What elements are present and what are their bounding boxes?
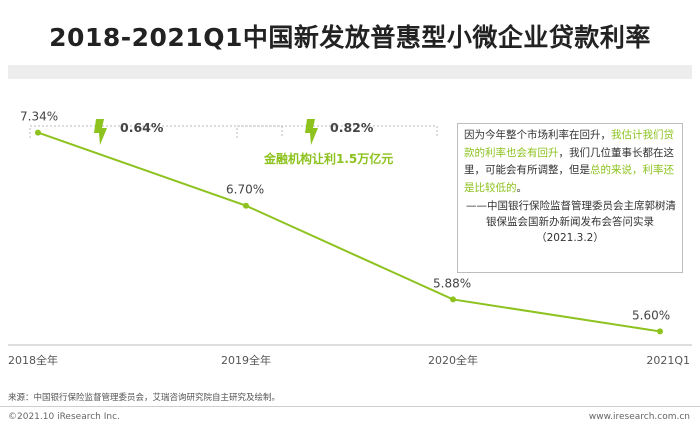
quote-attribution: ——中国银行保险监督管理委员会主席郭树清 (466, 200, 676, 212)
x-tick-label: 2021Q1 (646, 354, 690, 367)
down-arrow-icon (94, 119, 107, 145)
series-line (37, 131, 661, 333)
footer-divider (0, 406, 700, 407)
data-point (35, 129, 41, 136)
quote-highlight: 总的来说，利率还是比较低的 (464, 164, 674, 194)
quote-attribution: 银保监会国新办新闻发布会答问实录（2021.3.2） (486, 216, 654, 244)
website-link[interactable]: www.iresearch.com.cn (588, 412, 690, 422)
quote-text: ，我们几位董事长都在这里，可能会有所调整，但是 (464, 146, 674, 177)
quote-text: 。 (516, 181, 528, 194)
delta-bracket-2 (236, 125, 438, 138)
data-label: 6.70% (226, 183, 264, 197)
title-underline-bar (8, 65, 692, 79)
delta-label-1: 0.64% (120, 120, 164, 135)
data-point (450, 296, 456, 303)
data-point (657, 328, 663, 335)
data-label: 7.34% (20, 110, 58, 124)
delta-label-2: 0.82% (330, 120, 374, 135)
copyright: ©2021.10 iResearch Inc. (8, 412, 120, 422)
x-tick-label: 2020全年 (428, 353, 478, 367)
quote-highlight: 我估计我们贷款的利率也会有回升 (464, 129, 674, 159)
delta-bracket-1 (29, 125, 283, 138)
data-point (243, 202, 249, 209)
data-label: 5.60% (632, 308, 670, 322)
down-arrow-icon (305, 119, 318, 145)
quote-text: 因为今年整个市场利率在回升， (464, 129, 611, 141)
subsidy-note: 金融机构让利1.5万亿元 (264, 152, 394, 166)
data-label: 5.88% (433, 276, 471, 290)
chart-title: 2018-2021Q1中国新发放普惠型小微企业贷款利率 (49, 23, 651, 52)
source-note: 来源：中国银行保险监督管理委员会，艾瑞咨询研究院自主研究及绘制。 (8, 393, 281, 403)
x-tick-label: 2019全年 (221, 353, 271, 367)
x-tick-label: 2018全年 (8, 353, 58, 367)
quote-box: 因为今年整个市场利率在回升，我估计我们贷款的利率也会有回升，我们几位董事长都在这… (457, 123, 683, 273)
